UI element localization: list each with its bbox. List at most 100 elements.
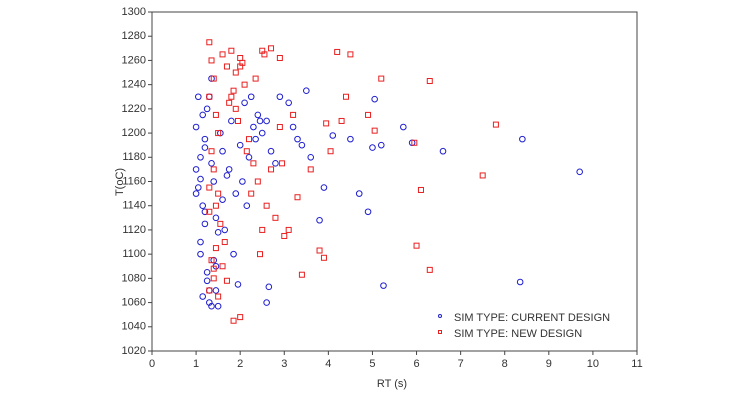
data-point (243, 202, 251, 210)
data-point (285, 99, 292, 107)
data-point (212, 287, 220, 294)
x-tick-label: 5 (369, 358, 375, 370)
legend-label: SIM TYPE: CURRENT DESIGN (454, 312, 610, 324)
data-point (239, 178, 246, 185)
x-axis-label: RT (s) (377, 378, 407, 390)
data-point (417, 186, 424, 193)
y-tick-label: 1260 (122, 54, 146, 66)
data-point (246, 136, 252, 143)
x-tick-label: 3 (281, 358, 287, 370)
data-point (206, 184, 213, 191)
data-point (221, 226, 229, 234)
data-point (206, 287, 213, 294)
x-tick-label: 8 (502, 358, 508, 370)
data-point (343, 93, 349, 100)
data-point (226, 99, 233, 106)
y-tick-label: 1140 (122, 200, 146, 212)
data-point (232, 190, 240, 197)
data-point (215, 130, 222, 137)
x-tick-label: 1 (193, 358, 199, 370)
data-point (201, 135, 209, 143)
data-point (241, 99, 248, 107)
data-point (323, 120, 330, 127)
data-point (294, 194, 301, 201)
data-point (210, 178, 218, 185)
y-tick-label: 1200 (122, 127, 146, 139)
data-point (258, 129, 266, 137)
data-point (276, 93, 284, 101)
data-point (215, 190, 222, 197)
y-axis-label: T(oC) (114, 168, 126, 196)
data-point (234, 281, 242, 288)
data-point (256, 117, 264, 125)
x-tick-label: 10 (587, 358, 599, 370)
data-point (230, 317, 237, 324)
data-point (279, 160, 286, 167)
data-point (208, 257, 215, 264)
data-point (241, 81, 248, 88)
data-point (201, 144, 209, 151)
data-point (208, 160, 215, 167)
y-tick-label: 1100 (122, 248, 146, 260)
data-point (206, 287, 213, 294)
data-point (316, 216, 323, 224)
data-point (223, 172, 231, 179)
x-tick-label: 9 (546, 358, 552, 370)
data-point (199, 202, 207, 210)
data-point (268, 166, 275, 173)
data-point (228, 47, 235, 54)
data-point (259, 226, 266, 233)
data-point (206, 299, 213, 306)
data-point (257, 251, 264, 258)
data-point (206, 208, 213, 215)
data-point (289, 123, 297, 131)
data-point (197, 175, 204, 183)
data-point (371, 95, 378, 103)
data-point (236, 141, 244, 149)
data-point (516, 278, 524, 286)
data-point (223, 277, 230, 284)
data-point (267, 147, 275, 155)
data-point (265, 283, 273, 291)
data-point (263, 299, 270, 306)
y-tick-label: 1300 (122, 6, 146, 18)
data-point (261, 51, 268, 58)
data-point (203, 277, 211, 285)
y-tick-label: 1040 (122, 321, 146, 333)
data-point (347, 135, 354, 143)
data-point (219, 147, 226, 155)
data-point (194, 93, 202, 101)
x-tick-label: 7 (458, 358, 464, 370)
data-point (303, 87, 310, 94)
data-point (479, 172, 486, 179)
data-point (377, 141, 385, 149)
y-tick-label: 1020 (122, 345, 146, 357)
data-point (212, 202, 219, 209)
data-point (327, 148, 334, 155)
data-point (219, 196, 226, 203)
data-point (192, 123, 200, 131)
data-point (192, 166, 200, 173)
y-tick-label: 1080 (122, 272, 146, 284)
data-point (281, 232, 288, 239)
data-point (206, 39, 213, 46)
data-point (212, 214, 220, 222)
data-point (237, 63, 244, 70)
data-point (355, 190, 363, 197)
data-point (250, 160, 257, 167)
data-point (307, 153, 315, 161)
data-point (230, 87, 237, 94)
data-point (197, 153, 204, 161)
data-point (214, 302, 222, 310)
data-point (439, 147, 447, 155)
data-point (290, 111, 297, 118)
data-point (230, 250, 237, 258)
data-point (250, 123, 257, 131)
x-tick-label: 6 (413, 358, 419, 370)
data-point (197, 250, 204, 258)
data-point (411, 139, 418, 146)
data-point (194, 184, 202, 191)
data-point (254, 178, 261, 185)
data-point (576, 168, 583, 176)
